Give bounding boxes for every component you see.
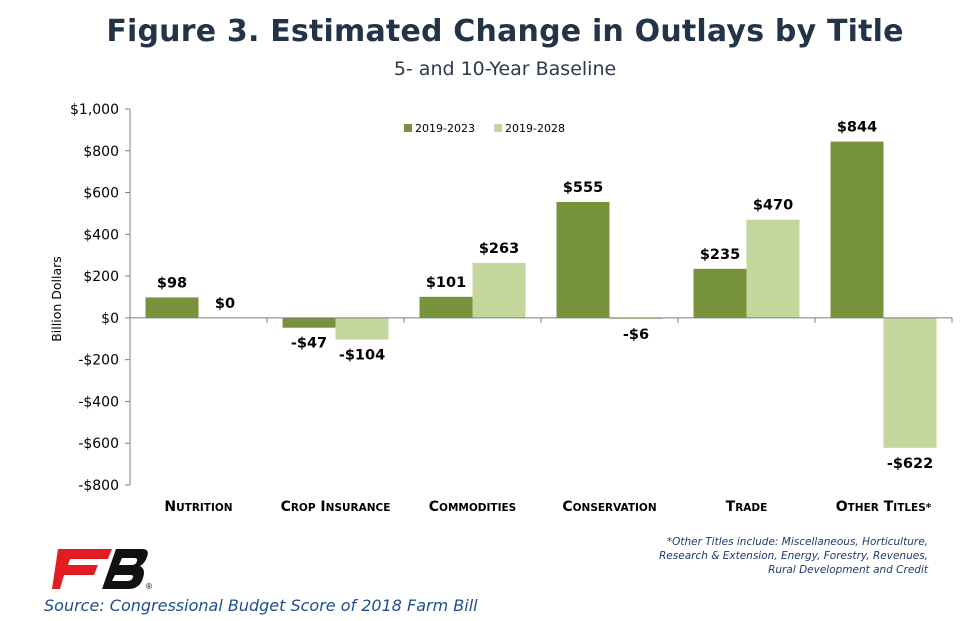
- farm-bureau-logo: ®: [52, 549, 152, 591]
- data-label: -$104: [339, 348, 385, 364]
- source-note: Source: Congressional Budget Score of 20…: [44, 596, 478, 615]
- legend-label: 2019-2028: [505, 122, 565, 135]
- footnote-line: Research & Extension, Energy, Forestry, …: [659, 550, 928, 562]
- y-tick-label: $1,000: [70, 102, 119, 118]
- registered-mark: ®: [145, 582, 152, 591]
- y-tick-label: $800: [83, 144, 119, 160]
- bar-2019-2023: [419, 296, 473, 318]
- legend-label: 2019-2023: [415, 122, 475, 135]
- bar-2019-2023: [282, 317, 336, 328]
- y-tick-label: $600: [83, 186, 119, 202]
- bar-2019-2028: [472, 262, 526, 318]
- bar-2019-2028: [746, 219, 800, 318]
- x-category-label: CONSERVATION: [562, 499, 656, 515]
- data-label: -$47: [291, 336, 327, 352]
- data-label: $0: [215, 296, 235, 312]
- data-label: -$622: [887, 456, 933, 472]
- chart-title: Figure 3. Estimated Change in Outlays by…: [106, 14, 904, 49]
- y-tick-label: -$600: [78, 436, 119, 452]
- data-label: $98: [157, 275, 187, 291]
- legend-swatch: [404, 124, 412, 132]
- x-category-label: COMMODITIES: [429, 499, 516, 515]
- x-category-label: NUTRITION: [164, 499, 232, 515]
- y-tick-label: $0: [101, 311, 119, 327]
- y-tick-label: -$200: [78, 353, 119, 369]
- y-tick-label: $200: [83, 269, 119, 285]
- data-label: $263: [479, 241, 519, 257]
- data-label: $235: [700, 247, 740, 263]
- bar-2019-2028: [335, 317, 389, 340]
- y-tick-label: $400: [83, 227, 119, 243]
- bar-2019-2028: [609, 317, 663, 320]
- x-category-label: OTHER TITLES*: [836, 499, 932, 515]
- bar-2019-2028: [883, 317, 937, 448]
- bar-2019-2023: [145, 297, 199, 318]
- bar-2019-2023: [693, 268, 747, 318]
- bar-2019-2023: [830, 141, 884, 318]
- footnote-line: Rural Development and Credit: [768, 564, 928, 576]
- legend-swatch: [494, 124, 502, 132]
- data-label: $555: [563, 180, 603, 196]
- bar-chart: $1,000 $800 $600 $400 $200 $0 -$200 -$400 -$600 -…: [49, 102, 953, 515]
- x-category-label: CROP INSURANCE: [281, 499, 391, 515]
- y-tick-label: -$800: [78, 478, 119, 494]
- x-category-label: TRADE: [726, 499, 768, 515]
- y-tick-label: -$400: [78, 394, 119, 410]
- y-axis-title: Billion Dollars: [49, 256, 64, 342]
- chart-subtitle: 5- and 10-Year Baseline: [393, 58, 617, 80]
- data-label: -$6: [623, 327, 649, 343]
- data-label: $844: [837, 120, 877, 136]
- footnote: *Other Titles include: Miscellaneous, Ho…: [608, 535, 928, 577]
- footnote-line: *Other Titles include: Miscellaneous, Ho…: [666, 536, 928, 548]
- data-label: $101: [426, 275, 466, 291]
- data-label: $470: [753, 198, 793, 214]
- bar-2019-2023: [556, 201, 610, 318]
